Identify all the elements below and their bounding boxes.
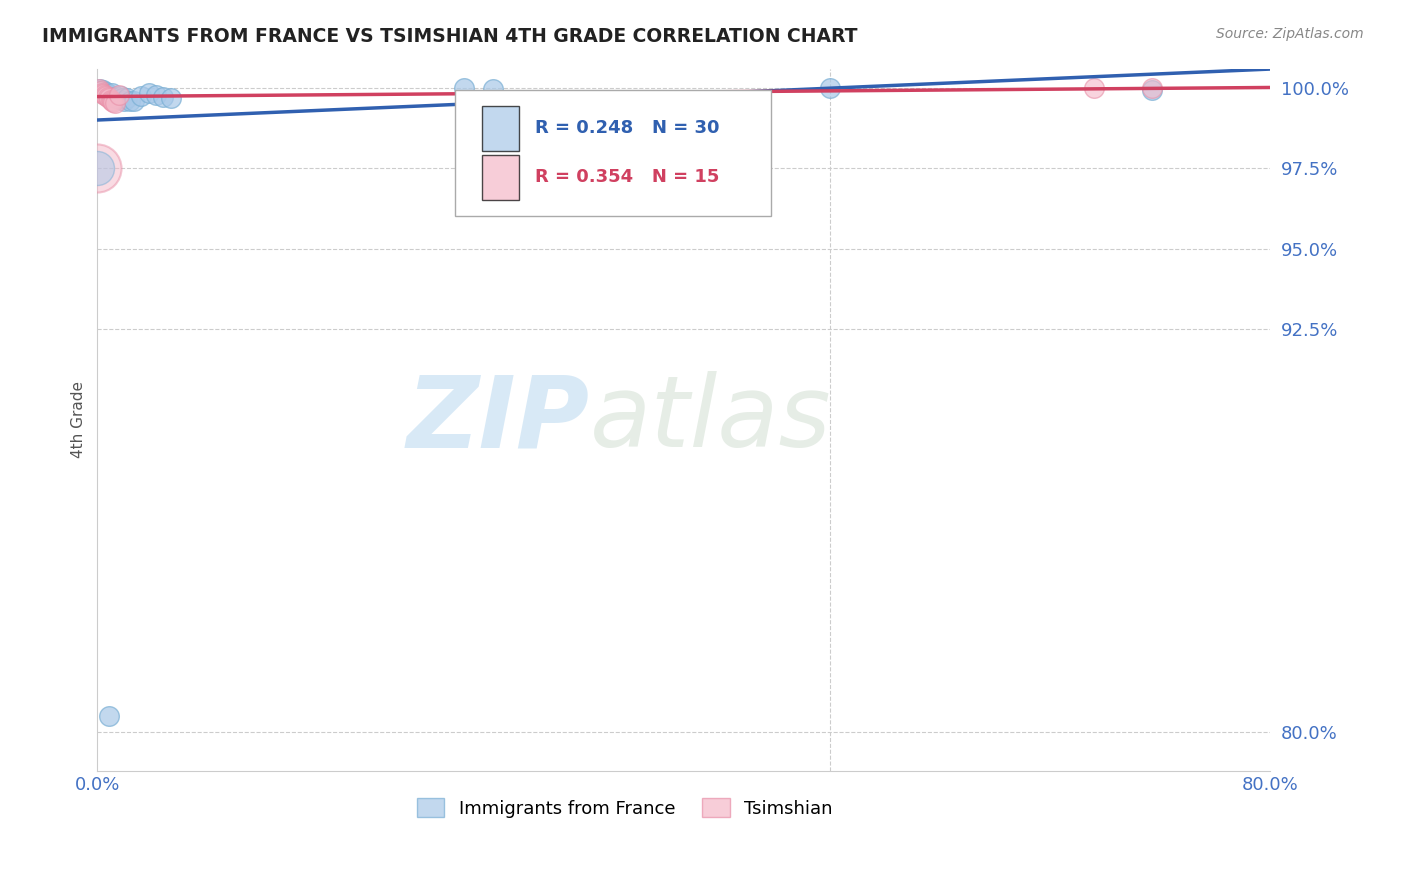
Point: [87, 82, 110, 96]
Point: [101, 95, 124, 109]
Text: IMMIGRANTS FROM FRANCE VS TSIMSHIAN 4TH GRADE CORRELATION CHART: IMMIGRANTS FROM FRANCE VS TSIMSHIAN 4TH …: [42, 27, 858, 45]
Point: [1083, 81, 1105, 95]
Point: [100, 87, 122, 102]
Point: [818, 81, 841, 95]
Point: [1142, 81, 1164, 95]
Point: [145, 87, 167, 102]
Point: [108, 92, 131, 106]
FancyBboxPatch shape: [482, 155, 519, 200]
Point: [87, 84, 110, 98]
Point: [91, 83, 114, 97]
Point: [118, 94, 141, 108]
Point: [97, 90, 120, 104]
Point: [131, 89, 153, 103]
Point: [103, 90, 125, 104]
Point: [86, 161, 108, 176]
Point: [159, 91, 181, 105]
Point: [94, 89, 117, 103]
Point: [453, 81, 475, 95]
Text: Source: ZipAtlas.com: Source: ZipAtlas.com: [1216, 27, 1364, 41]
Point: [110, 89, 132, 103]
Point: [112, 94, 135, 108]
Point: [101, 86, 124, 100]
Point: [100, 93, 122, 107]
Point: [93, 86, 115, 100]
Point: [111, 90, 134, 104]
Point: [98, 709, 121, 723]
Point: [115, 91, 138, 105]
FancyBboxPatch shape: [482, 105, 519, 151]
Point: [91, 87, 114, 101]
Point: [103, 95, 125, 110]
Point: [108, 87, 131, 102]
Point: [104, 91, 127, 105]
Point: [86, 161, 108, 176]
Point: [104, 96, 127, 111]
Point: [98, 89, 121, 103]
Point: [105, 90, 128, 104]
Point: [1142, 83, 1164, 97]
Y-axis label: 4th Grade: 4th Grade: [72, 381, 86, 458]
Legend: Immigrants from France, Tsimshian: Immigrants from France, Tsimshian: [411, 791, 839, 825]
Point: [482, 82, 505, 96]
Point: [122, 95, 145, 109]
Point: [98, 91, 121, 105]
Point: [94, 85, 117, 99]
Point: [138, 86, 160, 100]
Text: R = 0.354   N = 15: R = 0.354 N = 15: [534, 169, 718, 186]
Point: [152, 90, 174, 104]
FancyBboxPatch shape: [456, 89, 772, 216]
Point: [90, 86, 112, 100]
Point: [93, 87, 115, 102]
Point: [89, 82, 111, 96]
Point: [89, 84, 111, 98]
Text: atlas: atlas: [589, 371, 831, 468]
Text: ZIP: ZIP: [406, 371, 589, 468]
Text: R = 0.248   N = 30: R = 0.248 N = 30: [534, 119, 718, 137]
Point: [97, 87, 120, 102]
Point: [90, 85, 112, 99]
